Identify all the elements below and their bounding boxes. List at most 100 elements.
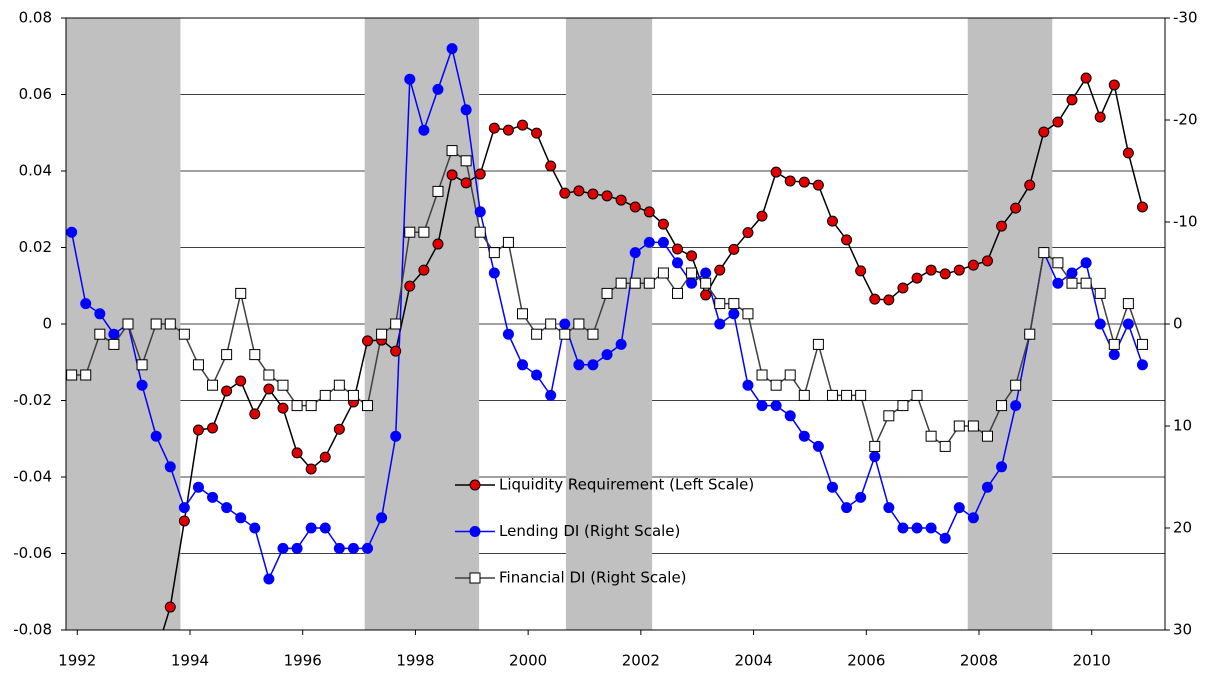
marker bbox=[235, 375, 247, 387]
marker bbox=[390, 430, 402, 442]
marker bbox=[1038, 126, 1050, 138]
marker bbox=[742, 308, 754, 320]
marker bbox=[657, 236, 669, 248]
marker bbox=[347, 542, 359, 554]
marker bbox=[502, 328, 514, 340]
marker bbox=[502, 236, 514, 248]
marker bbox=[671, 243, 683, 255]
marker bbox=[418, 226, 430, 238]
marker bbox=[207, 379, 219, 391]
marker bbox=[728, 308, 740, 320]
marker bbox=[235, 287, 247, 299]
marker bbox=[151, 648, 161, 658]
marker bbox=[164, 461, 176, 473]
marker bbox=[559, 328, 571, 340]
legend-label: Liquidity Requirement (Left Scale) bbox=[499, 476, 754, 494]
marker bbox=[601, 287, 613, 299]
marker bbox=[953, 502, 965, 514]
marker bbox=[221, 349, 233, 361]
marker bbox=[1094, 287, 1106, 299]
y-tick-label: 0.08 bbox=[19, 9, 52, 27]
marker bbox=[1080, 277, 1092, 289]
marker bbox=[517, 308, 529, 320]
marker bbox=[545, 318, 557, 330]
marker bbox=[178, 515, 190, 527]
marker bbox=[207, 491, 219, 503]
marker bbox=[488, 122, 500, 134]
marker bbox=[66, 226, 78, 238]
marker bbox=[841, 502, 853, 514]
plot-background bbox=[66, 17, 1165, 631]
marker bbox=[841, 389, 853, 401]
y2-tick-label: 20 bbox=[1173, 519, 1192, 537]
x-tick-label: 1994 bbox=[171, 652, 209, 670]
legend-marker bbox=[469, 479, 481, 491]
marker bbox=[770, 166, 782, 178]
marker bbox=[939, 532, 951, 544]
marker bbox=[953, 264, 965, 276]
marker bbox=[249, 408, 261, 420]
y2-tick-label: -10 bbox=[1173, 213, 1198, 231]
marker bbox=[390, 318, 402, 330]
marker bbox=[404, 280, 416, 292]
marker bbox=[629, 277, 641, 289]
marker bbox=[164, 601, 176, 613]
marker bbox=[291, 400, 303, 412]
marker bbox=[263, 573, 275, 585]
marker bbox=[700, 267, 712, 279]
marker bbox=[235, 512, 247, 524]
marker bbox=[1080, 72, 1092, 84]
marker bbox=[80, 298, 92, 310]
marker bbox=[94, 328, 106, 340]
y-tick-label: 0.02 bbox=[19, 238, 52, 256]
marker bbox=[559, 318, 571, 330]
marker bbox=[700, 277, 712, 289]
marker bbox=[432, 83, 444, 95]
marker bbox=[1136, 201, 1148, 213]
marker bbox=[474, 206, 486, 218]
marker bbox=[967, 512, 979, 524]
marker bbox=[629, 201, 641, 213]
marker bbox=[953, 420, 965, 432]
x-tick-label: 2004 bbox=[734, 652, 772, 670]
marker bbox=[601, 190, 613, 202]
marker bbox=[573, 318, 585, 330]
marker bbox=[446, 145, 458, 157]
marker bbox=[249, 349, 261, 361]
marker bbox=[1094, 111, 1106, 123]
y2-tick-label: -30 bbox=[1173, 9, 1198, 27]
marker bbox=[855, 491, 867, 503]
marker bbox=[812, 338, 824, 350]
marker bbox=[756, 400, 768, 412]
marker bbox=[249, 522, 261, 534]
marker bbox=[798, 430, 810, 442]
marker bbox=[601, 349, 613, 361]
marker bbox=[136, 379, 148, 391]
x-tick-label: 2008 bbox=[960, 652, 998, 670]
marker bbox=[770, 400, 782, 412]
marker bbox=[164, 318, 176, 330]
marker bbox=[784, 410, 796, 422]
y2-tick-label: 10 bbox=[1173, 417, 1192, 435]
marker bbox=[404, 226, 416, 238]
y-tick-label: -0.02 bbox=[13, 391, 52, 409]
marker bbox=[671, 287, 683, 299]
marker bbox=[728, 298, 740, 310]
marker bbox=[686, 277, 698, 289]
marker bbox=[996, 400, 1008, 412]
marker bbox=[319, 522, 331, 534]
marker bbox=[305, 522, 317, 534]
marker bbox=[446, 43, 458, 55]
marker bbox=[192, 481, 204, 493]
y-tick-label: -0.08 bbox=[13, 621, 52, 639]
marker bbox=[418, 124, 430, 136]
marker bbox=[897, 522, 909, 534]
marker bbox=[587, 359, 599, 371]
marker bbox=[742, 227, 754, 239]
marker bbox=[1108, 79, 1120, 91]
marker bbox=[150, 430, 162, 442]
y-tick-label: -0.06 bbox=[13, 544, 52, 562]
marker bbox=[80, 369, 92, 381]
marker bbox=[1066, 94, 1078, 106]
